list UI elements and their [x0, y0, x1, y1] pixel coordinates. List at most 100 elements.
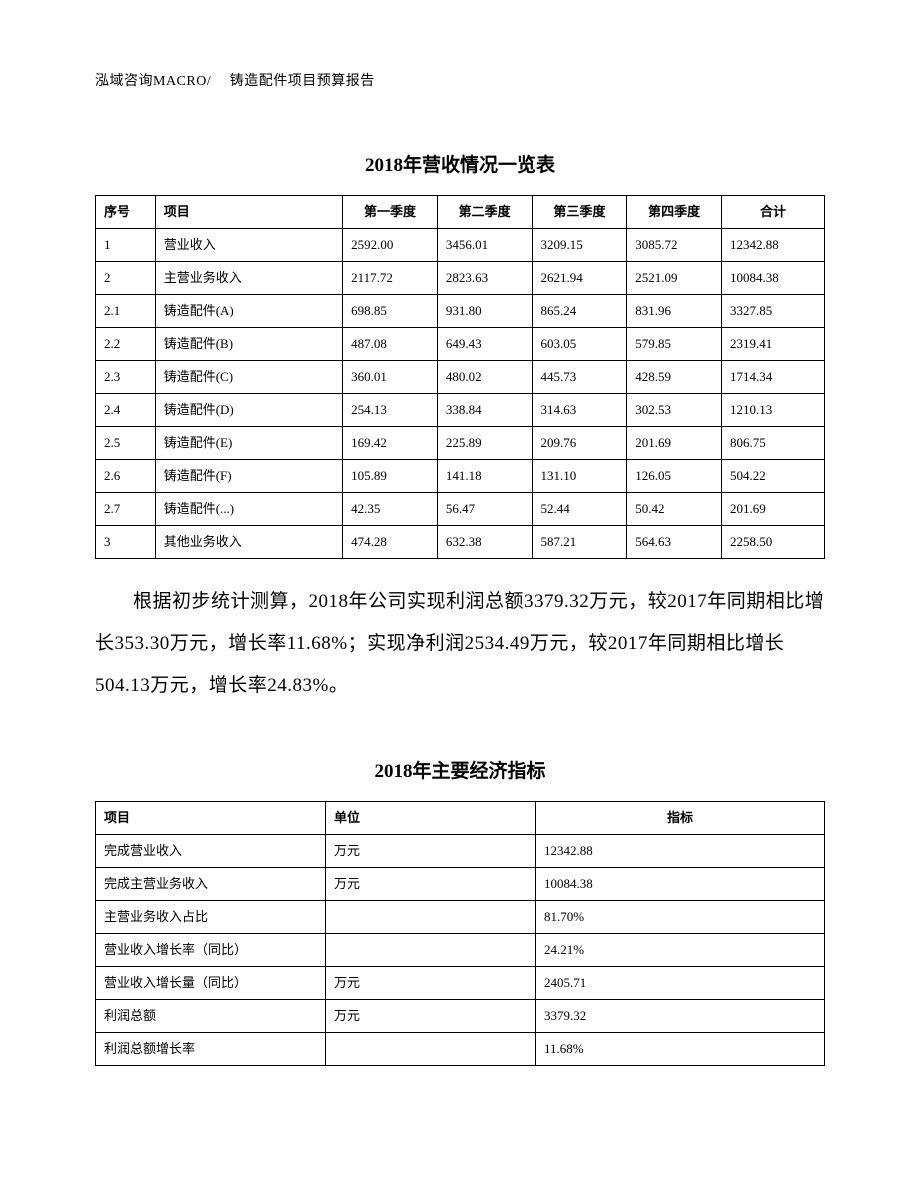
- table-cell: 2621.94: [532, 262, 627, 295]
- table-cell: 11.68%: [536, 1033, 825, 1066]
- table-row: 主营业务收入占比81.70%: [96, 901, 825, 934]
- table-row: 2.2铸造配件(B)487.08649.43603.05579.852319.4…: [96, 328, 825, 361]
- table-cell: 3: [96, 526, 156, 559]
- table-cell: 2592.00: [343, 229, 438, 262]
- col-header: 单位: [326, 802, 536, 835]
- col-header: 项目: [96, 802, 326, 835]
- table-cell: 1714.34: [721, 361, 824, 394]
- table-row: 完成主营业务收入万元10084.38: [96, 868, 825, 901]
- table-cell: 254.13: [343, 394, 438, 427]
- col-header: 第四季度: [627, 196, 722, 229]
- table-cell: 3209.15: [532, 229, 627, 262]
- table-cell: 3085.72: [627, 229, 722, 262]
- table-cell: 12342.88: [721, 229, 824, 262]
- table-cell: 2823.63: [437, 262, 532, 295]
- col-header: 第三季度: [532, 196, 627, 229]
- table-cell: [326, 901, 536, 934]
- table-cell: 201.69: [721, 493, 824, 526]
- table-cell: 2521.09: [627, 262, 722, 295]
- table-cell: 169.42: [343, 427, 438, 460]
- table-cell: 632.38: [437, 526, 532, 559]
- table-cell: 2.7: [96, 493, 156, 526]
- table-row: 完成营业收入万元12342.88: [96, 835, 825, 868]
- table-cell: 52.44: [532, 493, 627, 526]
- table-cell: 865.24: [532, 295, 627, 328]
- table-cell: 931.80: [437, 295, 532, 328]
- table-cell: 2: [96, 262, 156, 295]
- table-row: 营业收入增长率（同比） 24.21%: [96, 934, 825, 967]
- table-cell: 主营业务收入: [155, 262, 342, 295]
- table-cell: 万元: [326, 1000, 536, 1033]
- table-row: 2.1铸造配件(A)698.85931.80865.24831.963327.8…: [96, 295, 825, 328]
- table-cell: 302.53: [627, 394, 722, 427]
- table-row: 2主营业务收入2117.722823.632621.942521.0910084…: [96, 262, 825, 295]
- table-header-row: 项目 单位 指标: [96, 802, 825, 835]
- table-cell: 126.05: [627, 460, 722, 493]
- table-cell: 利润总额增长率: [96, 1033, 326, 1066]
- table-cell: 万元: [326, 967, 536, 1000]
- table-cell: 利润总额: [96, 1000, 326, 1033]
- table-cell: 完成营业收入: [96, 835, 326, 868]
- table-cell: 10084.38: [536, 868, 825, 901]
- table-cell: 其他业务收入: [155, 526, 342, 559]
- table-row: 2.5铸造配件(E)169.42225.89209.76201.69806.75: [96, 427, 825, 460]
- summary-paragraph: 根据初步统计测算，2018年公司实现利润总额3379.32万元，较2017年同期…: [95, 581, 825, 706]
- table-cell: 579.85: [627, 328, 722, 361]
- table-cell: 铸造配件(A): [155, 295, 342, 328]
- table1-title: 2018年营收情况一览表: [95, 150, 825, 177]
- table-cell: 万元: [326, 868, 536, 901]
- col-header: 项目: [155, 196, 342, 229]
- table-cell: 完成主营业务收入: [96, 868, 326, 901]
- table-row: 3其他业务收入474.28632.38587.21564.632258.50: [96, 526, 825, 559]
- table-cell: 56.47: [437, 493, 532, 526]
- table-cell: 铸造配件(C): [155, 361, 342, 394]
- table-cell: 2319.41: [721, 328, 824, 361]
- table-row: 2.3铸造配件(C)360.01480.02445.73428.591714.3…: [96, 361, 825, 394]
- table-cell: 2117.72: [343, 262, 438, 295]
- col-header: 序号: [96, 196, 156, 229]
- page-header: 泓域咨询MACRO/ 铸造配件项目预算报告: [95, 70, 825, 90]
- table-cell: 504.22: [721, 460, 824, 493]
- table-row: 营业收入增长量（同比）万元2405.71: [96, 967, 825, 1000]
- table-cell: 360.01: [343, 361, 438, 394]
- table-cell: 铸造配件(F): [155, 460, 342, 493]
- table-cell: 3379.32: [536, 1000, 825, 1033]
- table-row: 2.7铸造配件(...)42.3556.4752.4450.42201.69: [96, 493, 825, 526]
- table-cell: 主营业务收入占比: [96, 901, 326, 934]
- table-cell: 10084.38: [721, 262, 824, 295]
- table-cell: 营业收入增长率（同比）: [96, 934, 326, 967]
- table-cell: [326, 1033, 536, 1066]
- table-cell: 2.4: [96, 394, 156, 427]
- table-cell: 587.21: [532, 526, 627, 559]
- table-cell: 24.21%: [536, 934, 825, 967]
- col-header: 第一季度: [343, 196, 438, 229]
- table-cell: 2.5: [96, 427, 156, 460]
- table-cell: 314.63: [532, 394, 627, 427]
- table-cell: 105.89: [343, 460, 438, 493]
- table-cell: 2.6: [96, 460, 156, 493]
- col-header: 第二季度: [437, 196, 532, 229]
- table-cell: 营业收入: [155, 229, 342, 262]
- table-cell: 649.43: [437, 328, 532, 361]
- table-cell: 831.96: [627, 295, 722, 328]
- table-cell: 万元: [326, 835, 536, 868]
- col-header: 合计: [721, 196, 824, 229]
- table-cell: 3327.85: [721, 295, 824, 328]
- table-cell: 2.1: [96, 295, 156, 328]
- indicators-table: 项目 单位 指标 完成营业收入万元12342.88完成主营业务收入万元10084…: [95, 801, 825, 1066]
- table-cell: 209.76: [532, 427, 627, 460]
- table-cell: 480.02: [437, 361, 532, 394]
- table-row: 2.6铸造配件(F)105.89141.18131.10126.05504.22: [96, 460, 825, 493]
- revenue-table: 序号 项目 第一季度 第二季度 第三季度 第四季度 合计 1营业收入2592.0…: [95, 195, 825, 559]
- table-cell: 铸造配件(B): [155, 328, 342, 361]
- table-cell: 428.59: [627, 361, 722, 394]
- table-cell: 铸造配件(E): [155, 427, 342, 460]
- table-cell: 698.85: [343, 295, 438, 328]
- table-cell: 营业收入增长量（同比）: [96, 967, 326, 1000]
- table-cell: 474.28: [343, 526, 438, 559]
- table-row: 利润总额万元3379.32: [96, 1000, 825, 1033]
- table-cell: 131.10: [532, 460, 627, 493]
- table-cell: 1: [96, 229, 156, 262]
- table-row: 2.4铸造配件(D)254.13338.84314.63302.531210.1…: [96, 394, 825, 427]
- table-cell: 225.89: [437, 427, 532, 460]
